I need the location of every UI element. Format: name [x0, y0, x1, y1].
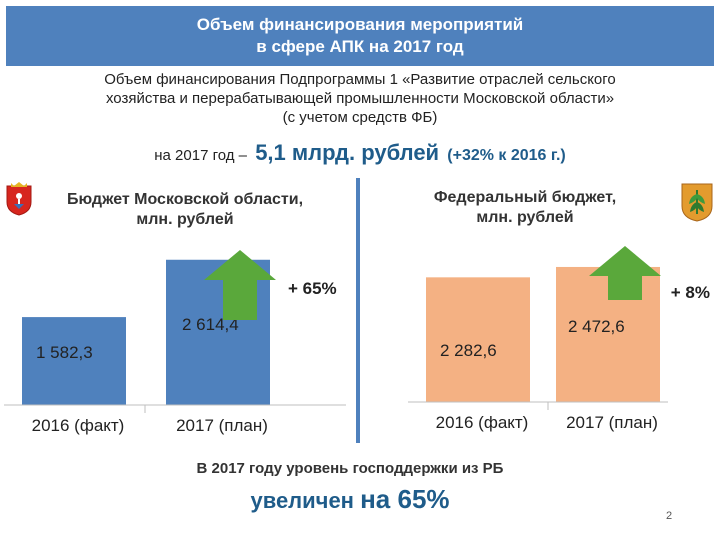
regional-category-label-2: 2017 (план) [176, 416, 268, 435]
federal-chart-title-line2: млн. рублей [476, 209, 574, 226]
footer-increase-value: на 65% [360, 484, 450, 514]
footer-statement: В 2017 году уровень господдержки из РБ [196, 460, 504, 477]
intro-text: Объем финансирования Подпрограммы 1 «Раз… [20, 70, 700, 127]
regional-category-label-1: 2016 (факт) [32, 416, 125, 435]
federal-bar-1 [426, 277, 530, 402]
footer-increase-text: увеличен [250, 488, 361, 513]
regional-chart-title-line2: млн. рублей [136, 211, 234, 228]
chart-divider [356, 178, 360, 443]
slide-header: Объем финансирования мероприятий в сфере… [6, 6, 714, 66]
federal-change-label: + 8% [671, 283, 710, 302]
intro-line1: Объем финансирования Подпрограммы 1 «Раз… [104, 71, 616, 88]
federal-value-label-1: 2 282,6 [440, 341, 497, 360]
regional-chart-title-line1: Бюджет Московской области, [66, 191, 304, 208]
federal-growth-arrow [589, 246, 661, 300]
regional-chart-title: Бюджет Московской области, млн. рублей [30, 190, 340, 230]
regional-change-label: + 65% [288, 279, 337, 298]
total-funding-line: на 2017 год – 5,1 млрд. рублей (+32% к 2… [0, 140, 720, 166]
header-title-line1: Объем финансирования мероприятий [196, 15, 524, 34]
page-number: 2 [666, 510, 673, 522]
federal-chart-title-line1: Федеральный бюджет, [433, 189, 617, 206]
intro-line3: (с учетом средств ФБ) [282, 109, 438, 126]
total-amount: 5,1 млрд. рублей [255, 140, 440, 165]
federal-value-label-2: 2 472,6 [568, 317, 625, 336]
federal-chart-title: Федеральный бюджет, млн. рублей [380, 188, 670, 228]
federal-category-label-2: 2017 (план) [566, 413, 658, 432]
intro-line2: хозяйства и перерабатывающей промышленно… [105, 90, 615, 107]
moscow-oblast-crest-icon [6, 182, 32, 216]
footer-increase: увеличен на 65% [0, 484, 700, 515]
regional-bar-1 [22, 317, 126, 405]
regional-value-label-1: 1 582,3 [36, 343, 93, 362]
agriculture-emblem-icon [681, 183, 713, 222]
total-prefix: на 2017 год – [154, 147, 248, 164]
header-title-line2: в сфере АПК на 2017 год [256, 37, 464, 56]
regional-growth-arrow [204, 250, 276, 320]
total-growth: (+32% к 2016 г.) [447, 147, 566, 164]
federal-category-label-1: 2016 (факт) [436, 413, 529, 432]
